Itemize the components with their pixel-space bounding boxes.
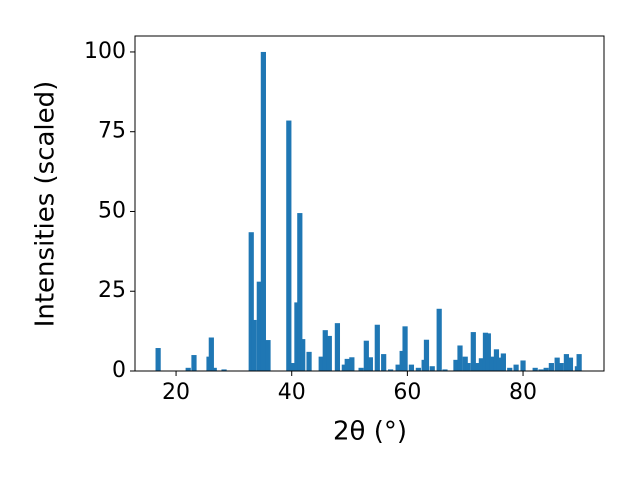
y-tick-label: 50 (98, 198, 126, 223)
bar (563, 354, 570, 371)
bar (358, 367, 364, 371)
bar (381, 354, 387, 371)
x-tick-label: 60 (393, 380, 421, 405)
bar (388, 369, 394, 371)
bar (489, 356, 495, 371)
bar (334, 323, 341, 371)
bar (554, 357, 560, 371)
bar (465, 363, 471, 371)
bar (543, 367, 549, 371)
bar (429, 366, 435, 371)
bar (294, 302, 300, 371)
bar (374, 324, 380, 371)
bar (402, 326, 408, 371)
bar (462, 356, 468, 371)
bar (208, 337, 214, 371)
bar (306, 351, 312, 371)
bar (155, 348, 161, 371)
y-tick-label: 100 (84, 39, 126, 64)
plot-frame (134, 35, 605, 372)
bar (453, 359, 459, 371)
bar (457, 345, 463, 371)
bar (286, 120, 292, 371)
bar (576, 354, 582, 371)
bar (326, 335, 332, 371)
bar (251, 319, 257, 371)
bar (408, 364, 415, 371)
bar (256, 281, 262, 371)
bar (248, 232, 254, 371)
bar (221, 369, 227, 371)
bar (367, 357, 373, 371)
bar (482, 332, 489, 371)
bar (297, 213, 303, 371)
bar (265, 340, 271, 371)
bar (300, 339, 306, 371)
y-tick-label: 25 (98, 278, 126, 303)
bar (185, 367, 191, 371)
bar (318, 356, 324, 371)
bar (415, 367, 421, 371)
bar (341, 364, 347, 371)
bar (532, 367, 538, 371)
bar (363, 340, 369, 371)
y-axis-label: Intensities (scaled) (31, 81, 61, 328)
bar (211, 367, 217, 371)
bar (520, 360, 526, 371)
bar (538, 369, 544, 371)
bar (260, 51, 266, 371)
x-tick-label: 20 (162, 380, 190, 405)
bar (349, 357, 355, 371)
bar (567, 357, 574, 371)
bar (485, 333, 491, 371)
bar (558, 363, 564, 371)
bar (442, 369, 448, 371)
y-tick-label: 75 (98, 119, 126, 144)
bar (493, 349, 500, 371)
bar (436, 308, 442, 371)
bar (470, 332, 476, 371)
bar (548, 363, 554, 371)
x-axis-label: 2θ (°) (333, 417, 407, 447)
bar (500, 353, 506, 371)
bar (322, 330, 328, 371)
bar (395, 364, 401, 371)
bar (475, 363, 481, 371)
bar (513, 364, 519, 371)
bar (399, 350, 405, 371)
bar (423, 339, 430, 371)
bar (344, 358, 350, 371)
bar (478, 358, 485, 371)
bar (290, 363, 296, 371)
bar (496, 357, 502, 371)
bar (191, 355, 197, 371)
bar (507, 367, 513, 371)
y-tick-label: 0 (112, 358, 126, 383)
x-tick-label: 80 (509, 380, 537, 405)
x-tick-label: 40 (278, 380, 306, 405)
